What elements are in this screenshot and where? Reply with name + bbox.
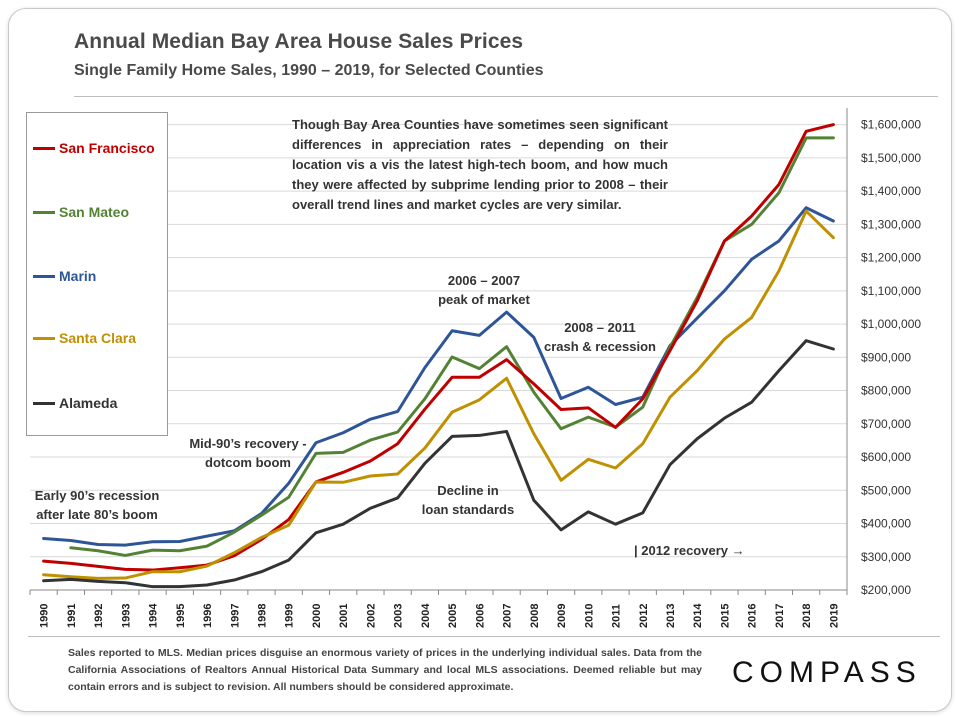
legend-label: Marin — [59, 268, 97, 284]
legend-item-santa-clara: Santa Clara — [33, 330, 136, 346]
annotation-crash: 2008 – 2011 crash & recession — [532, 318, 668, 356]
legend-swatch-icon — [33, 274, 55, 278]
footer-disclaimer: Sales reported to MLS. Median prices dis… — [68, 647, 702, 693]
legend-swatch-icon — [33, 210, 55, 214]
annotation-line: Early 90’s recession — [34, 488, 160, 503]
legend-label: San Francisco — [59, 140, 155, 156]
legend-label: Santa Clara — [59, 330, 137, 346]
annotation-line: 2006 – 2007 — [447, 273, 521, 288]
annotation-line: crash & recession — [543, 339, 656, 354]
chart-subtitle: Single Family Home Sales, 1990 – 2019, f… — [74, 62, 544, 79]
legend-item-alameda: Alameda — [33, 395, 117, 411]
legend-label: Alameda — [59, 395, 118, 411]
annotation-line: after late 80’s boom — [36, 507, 158, 522]
legend-item-marin: Marin — [33, 268, 96, 284]
legend-swatch-icon — [33, 401, 55, 405]
legend-item-san-mateo: San Mateo — [33, 204, 129, 220]
annotation-2012-recovery: | 2012 recovery → — [634, 543, 745, 558]
legend-swatch-icon — [33, 146, 55, 150]
annotation-early-90s: Early 90’s recession after late 80’s boo… — [14, 486, 180, 524]
legend-swatch-icon — [33, 336, 55, 340]
chart-title: Annual Median Bay Area House Sales Price… — [74, 30, 524, 53]
annotation-line: dotcom boom — [205, 455, 291, 470]
chart-legend: San Francisco San Mateo Marin Santa Clar… — [26, 112, 168, 436]
legend-label: San Mateo — [59, 204, 130, 220]
chart-note: Though Bay Area Counties have sometimes … — [292, 117, 668, 212]
annotation-mid-90s: Mid-90’s recovery - dotcom boom — [164, 434, 332, 472]
title-divider — [74, 96, 938, 97]
footer-divider — [28, 636, 940, 637]
annotation-line: 2008 – 2011 — [564, 320, 636, 335]
annotation-decline: Decline in loan standards — [400, 481, 536, 519]
compass-logo: COMPASS — [732, 656, 922, 689]
annotation-line: Mid-90’s recovery - — [189, 436, 307, 451]
legend-item-san-francisco: San Francisco — [33, 140, 155, 156]
annotation-peak: 2006 – 2007 peak of market — [414, 271, 554, 309]
annotation-line: loan standards — [421, 502, 515, 517]
annotation-line: peak of market — [438, 292, 530, 307]
annotation-line: Decline in — [437, 483, 499, 498]
